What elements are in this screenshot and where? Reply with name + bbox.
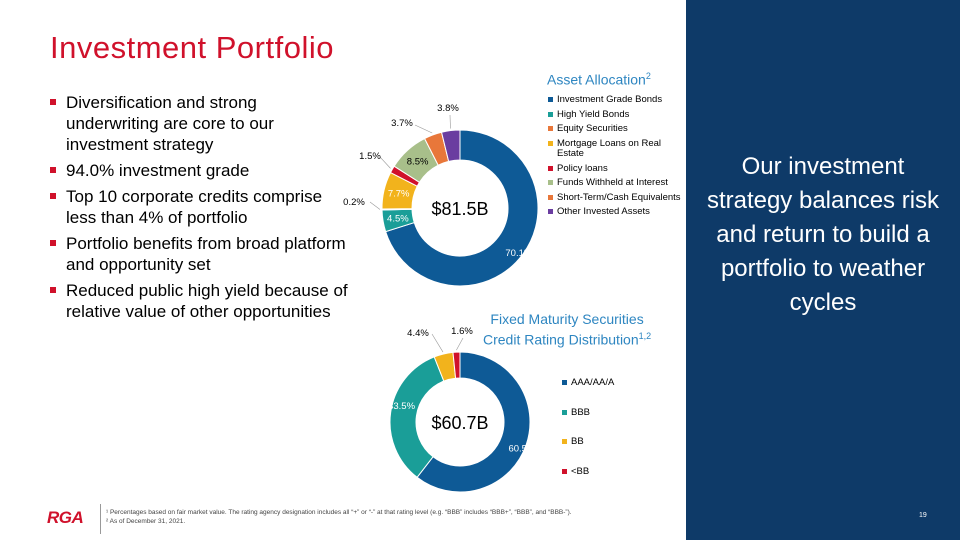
bullet-item: Top 10 corporate credits comprise less t… bbox=[50, 186, 350, 228]
bullet-text: Top 10 corporate credits comprise less t… bbox=[66, 187, 323, 227]
legend-swatch-icon bbox=[562, 409, 567, 415]
donut-slice--bb bbox=[452, 351, 461, 379]
bullet-square-icon bbox=[50, 193, 56, 199]
legend-swatch-icon bbox=[548, 111, 553, 117]
donut-slice-aaa-aa-a bbox=[416, 351, 531, 493]
donut-slice-investment-grade-bonds bbox=[385, 129, 539, 287]
slice-data-label: 7.7% bbox=[388, 189, 410, 200]
legend-label: <BB bbox=[571, 465, 590, 477]
credit-rating-donut-chart: 60.5% 33.5% 4.4% 1.6% $60.7B bbox=[388, 326, 536, 493]
legend-swatch-icon bbox=[562, 468, 567, 474]
slice-data-label: 60.5% bbox=[508, 443, 535, 454]
legend-label: Investment Grade Bonds bbox=[557, 94, 663, 105]
slice-data-label: 3.8% bbox=[437, 103, 459, 114]
legend-label: Funds Withheld at Interest bbox=[557, 177, 668, 188]
slice-data-label: 1.5% bbox=[359, 151, 381, 162]
bullet-item: Portfolio benefits from broad platform a… bbox=[50, 233, 350, 275]
donut-center-total: $81.5B bbox=[431, 199, 488, 219]
bullet-text: Diversification and strong underwriting … bbox=[66, 93, 274, 154]
legend-item: Funds Withheld at Interest bbox=[548, 177, 683, 189]
bullet-text: 94.0% investment grade bbox=[66, 161, 250, 180]
donut-slice-bbb bbox=[389, 356, 445, 479]
slice-data-label: 1.6% bbox=[451, 326, 473, 337]
footnote-1: ¹ Percentages based on fair market value… bbox=[106, 509, 572, 516]
slice-data-label: 0.2% bbox=[343, 197, 365, 208]
legend-swatch-icon bbox=[548, 180, 553, 185]
legend-item: BBB bbox=[562, 406, 672, 419]
label-leader-line bbox=[456, 337, 464, 351]
chart-title-text: Asset Allocation bbox=[547, 71, 646, 88]
legend-label: Policy loans bbox=[557, 162, 608, 174]
legend-item: AAA/AA/A bbox=[562, 377, 672, 389]
legend-swatch-icon bbox=[548, 194, 553, 200]
bullet-item: Diversification and strong underwriting … bbox=[50, 92, 350, 155]
legend-item: Short-Term/Cash Equivalents bbox=[548, 191, 683, 204]
legend-label: Other Invested Assets bbox=[557, 206, 650, 217]
chart-title-superscript: 2 bbox=[645, 71, 651, 81]
legend-swatch-icon bbox=[562, 380, 567, 385]
bullet-text: Reduced public high yield because of rel… bbox=[66, 281, 348, 321]
bullet-text: Portfolio benefits from broad platform a… bbox=[66, 234, 346, 274]
bullet-list: Diversification and strong underwriting … bbox=[50, 92, 350, 327]
legend-item: BB bbox=[562, 436, 672, 448]
footnote-2: ² As of December 31, 2021. bbox=[106, 518, 186, 525]
legend-swatch-icon bbox=[562, 439, 567, 444]
page-number: 19 bbox=[919, 512, 927, 519]
slice-data-label: 70.1% bbox=[505, 248, 532, 259]
legend-swatch-icon bbox=[548, 126, 553, 131]
legend-label: BB bbox=[571, 436, 584, 447]
key-message-panel: Our investment strategy balances risk an… bbox=[686, 0, 960, 540]
bullet-square-icon bbox=[50, 287, 56, 293]
legend-label: Equity Securities bbox=[557, 123, 628, 134]
label-leader-line bbox=[431, 333, 444, 353]
footnotes: ¹ Percentages based on fair market value… bbox=[106, 508, 686, 526]
slice-data-label: 4.5% bbox=[387, 213, 409, 224]
legend-label: Short-Term/Cash Equivalents bbox=[557, 191, 681, 203]
chart-title-text: Credit Rating Distribution bbox=[483, 331, 639, 348]
legend-item: <BB bbox=[562, 465, 672, 478]
legend-item: Equity Securities bbox=[548, 123, 683, 135]
legend-label: Mortgage Loans on Real Estate bbox=[557, 137, 662, 159]
asset-allocation-title: Asset Allocation2 bbox=[547, 68, 651, 89]
asset-allocation-donut-chart: 70.1% 4.5% 0.2% 7.7% 1.5% 8.5% 3.7% 3.8% $81.5B bbox=[343, 103, 539, 287]
key-message-text: Our investment strategy balances risk an… bbox=[706, 153, 940, 316]
legend-item: Investment Grade Bonds bbox=[548, 94, 683, 106]
footer-divider bbox=[100, 504, 101, 534]
legend-label: High Yield Bonds bbox=[557, 108, 630, 120]
legend-label: AAA/AA/A bbox=[571, 377, 615, 388]
credit-rating-legend: AAA/AA/A BBB BB <BB bbox=[562, 377, 672, 496]
label-leader-line bbox=[379, 156, 391, 169]
rga-logo: RGA bbox=[47, 508, 84, 527]
bullet-square-icon bbox=[50, 167, 56, 173]
legend-swatch-icon bbox=[548, 209, 553, 214]
slice-data-label: 4.4% bbox=[407, 328, 429, 339]
label-leader-line bbox=[414, 124, 433, 134]
credit-rating-title: Fixed Maturity Securities Credit Rating … bbox=[483, 311, 651, 349]
asset-allocation-legend: Investment Grade Bonds High Yield Bonds Eq… bbox=[548, 94, 683, 222]
bullet-square-icon bbox=[50, 240, 56, 246]
chart-title-line1: Fixed Maturity Securities bbox=[490, 311, 644, 327]
donut-center-total: $60.7B bbox=[431, 413, 488, 433]
legend-swatch-icon bbox=[548, 165, 553, 171]
legend-label: BBB bbox=[571, 406, 591, 418]
page-title: Investment Portfolio bbox=[50, 30, 334, 65]
slice-data-label: 33.5% bbox=[388, 401, 415, 412]
chart-title-line2: Credit Rating Distribution1,2 bbox=[483, 328, 651, 349]
label-leader-line bbox=[369, 201, 381, 210]
chart-title-superscript: 1,2 bbox=[638, 331, 652, 341]
legend-item: Mortgage Loans on Real Estate bbox=[548, 137, 683, 160]
slice-data-label: 8.5% bbox=[407, 156, 429, 167]
legend-item: High Yield Bonds bbox=[548, 108, 683, 121]
bullet-square-icon bbox=[50, 99, 56, 105]
slice-data-label: 3.7% bbox=[391, 118, 413, 129]
legend-item: Other Invested Assets bbox=[548, 206, 683, 218]
legend-swatch-icon bbox=[548, 140, 553, 146]
donut-slice-other-invested-assets bbox=[440, 129, 461, 162]
legend-swatch-icon bbox=[548, 97, 553, 102]
bullet-item: 94.0% investment grade bbox=[50, 160, 350, 181]
legend-item: Policy loans bbox=[548, 162, 683, 175]
bullet-item: Reduced public high yield because of rel… bbox=[50, 280, 350, 322]
